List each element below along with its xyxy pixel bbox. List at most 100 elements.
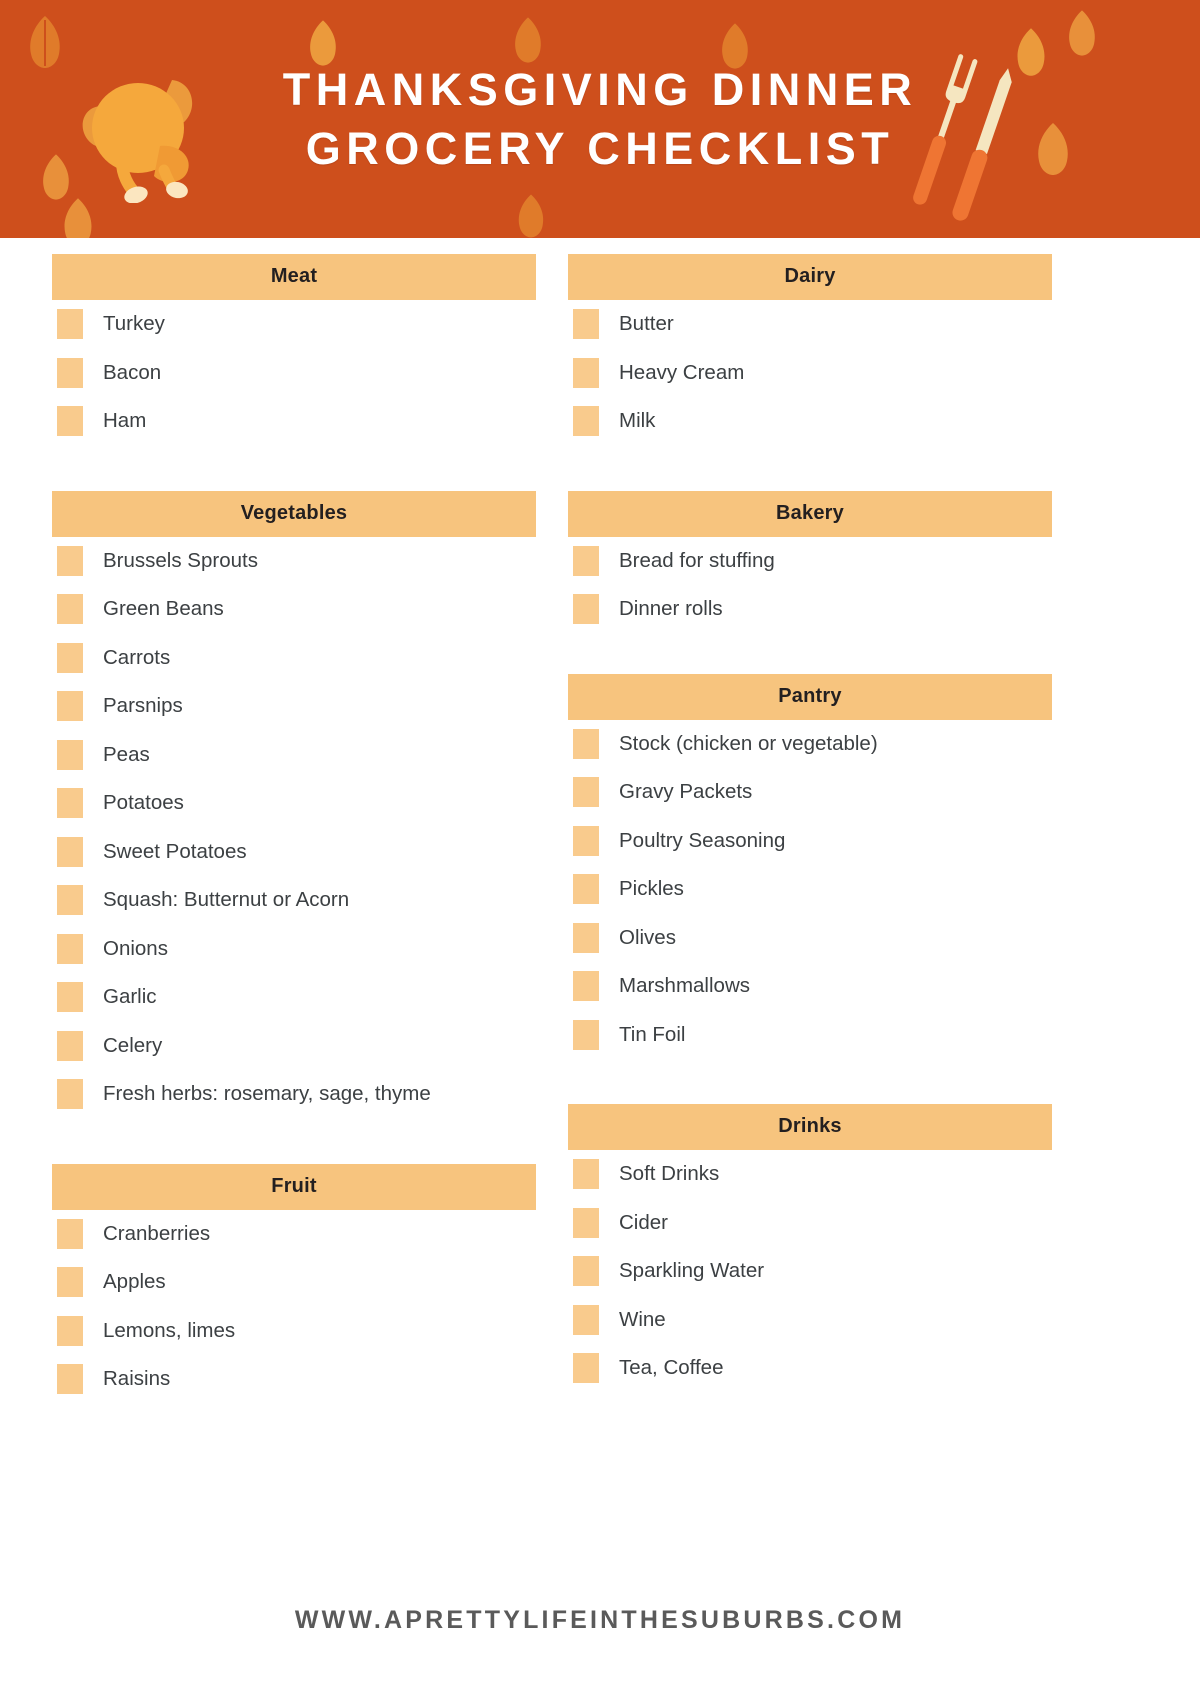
list-item[interactable]: Sweet Potatoes — [52, 828, 536, 877]
list-item[interactable]: Cranberries — [52, 1210, 536, 1259]
list-item[interactable]: Ham — [52, 397, 536, 446]
checkbox[interactable] — [57, 933, 83, 964]
list-item[interactable]: Apples — [52, 1258, 536, 1307]
checkbox[interactable] — [573, 1304, 599, 1335]
list-item[interactable]: Sparkling Water — [568, 1247, 1052, 1296]
leaf-icon — [1069, 10, 1095, 56]
checkbox[interactable] — [57, 594, 83, 625]
list-item-label: Potatoes — [103, 791, 184, 815]
list-item[interactable]: Peas — [52, 731, 536, 780]
checkbox[interactable] — [57, 836, 83, 867]
list-item[interactable]: Olives — [568, 914, 1052, 963]
list-item[interactable]: Brussels Sprouts — [52, 537, 536, 586]
leaf-icon — [1017, 28, 1045, 76]
category-list-pantry: Stock (chicken or vegetable) Gravy Packe… — [568, 720, 1052, 1060]
checkbox[interactable] — [573, 545, 599, 576]
checkbox[interactable] — [57, 1315, 83, 1346]
list-item[interactable]: Bacon — [52, 349, 536, 398]
footer-website[interactable]: WWW.APRETTYLIFEINTHESUBURBS.COM — [294, 1606, 906, 1634]
leaf-icon — [518, 194, 544, 238]
page-title-line-2: GROCERY CHECKLIST — [305, 123, 895, 174]
checkbox[interactable] — [57, 1030, 83, 1061]
banner-title-group: THANKSGIVING DINNER GROCERY CHECKLIST — [0, 0, 1200, 238]
checkbox[interactable] — [573, 1207, 599, 1238]
checkbox[interactable] — [573, 1159, 599, 1190]
category-header-bakery: Bakery — [568, 490, 1052, 537]
list-item[interactable]: Heavy Cream — [568, 349, 1052, 398]
list-item-label: Apples — [103, 1270, 166, 1294]
list-item[interactable]: Cider — [568, 1199, 1052, 1248]
list-item-label: Olives — [619, 925, 676, 949]
list-item-label: Carrots — [103, 645, 171, 669]
list-item-label: Raisins — [103, 1367, 171, 1391]
checkbox[interactable] — [57, 982, 83, 1013]
category-list-meat: Turkey Bacon Ham — [52, 300, 536, 446]
list-item[interactable]: Garlic — [52, 973, 536, 1022]
checkbox[interactable] — [573, 1019, 599, 1050]
checkbox[interactable] — [57, 1079, 83, 1110]
list-item[interactable]: Raisins — [52, 1355, 536, 1404]
checkbox[interactable] — [573, 357, 599, 388]
list-item[interactable]: Poultry Seasoning — [568, 817, 1052, 866]
checkbox[interactable] — [573, 971, 599, 1002]
list-item[interactable]: Fresh herbs: rosemary, sage, thyme — [52, 1070, 536, 1119]
category-list-vegetables: Brussels Sprouts Green Beans Carrots Par… — [52, 537, 536, 1119]
list-item-label: Butter — [619, 312, 674, 336]
checkbox[interactable] — [57, 642, 83, 673]
list-item[interactable]: Onions — [52, 925, 536, 974]
checkbox[interactable] — [57, 309, 83, 340]
list-item-label: Heavy Cream — [619, 360, 745, 384]
checkbox[interactable] — [573, 594, 599, 625]
checkbox[interactable] — [573, 922, 599, 953]
list-item[interactable]: Pickles — [568, 865, 1052, 914]
list-item[interactable]: Potatoes — [52, 779, 536, 828]
list-item-label: Lemons, limes — [103, 1318, 236, 1342]
list-item[interactable]: Green Beans — [52, 585, 536, 634]
list-item[interactable]: Celery — [52, 1022, 536, 1071]
list-item[interactable]: Parsnips — [52, 682, 536, 731]
list-item-label: Green Beans — [103, 597, 224, 621]
list-item[interactable]: Wine — [568, 1296, 1052, 1345]
list-item[interactable]: Lemons, limes — [52, 1307, 536, 1356]
list-item[interactable]: Butter — [568, 300, 1052, 349]
list-item-label: Brussels Sprouts — [103, 548, 258, 572]
checkbox[interactable] — [573, 874, 599, 905]
list-item[interactable]: Soft Drinks — [568, 1150, 1052, 1199]
list-item[interactable]: Turkey — [52, 300, 536, 349]
checkbox[interactable] — [57, 691, 83, 722]
checkbox[interactable] — [57, 788, 83, 819]
checkbox[interactable] — [573, 309, 599, 340]
checkbox[interactable] — [57, 1364, 83, 1395]
checkbox[interactable] — [57, 885, 83, 916]
checkbox[interactable] — [573, 1353, 599, 1384]
list-item[interactable]: Squash: Butternut or Acorn — [52, 876, 536, 925]
checkbox[interactable] — [573, 1256, 599, 1287]
list-item-label: Pickles — [619, 877, 684, 901]
list-item[interactable]: Marshmallows — [568, 962, 1052, 1011]
list-item[interactable]: Bread for stuffing — [568, 537, 1052, 586]
checkbox[interactable] — [57, 1218, 83, 1249]
list-item-label: Squash: Butternut or Acorn — [103, 888, 350, 912]
list-item-label: Soft Drinks — [619, 1162, 720, 1186]
list-item[interactable]: Gravy Packets — [568, 768, 1052, 817]
checkbox[interactable] — [57, 545, 83, 576]
list-item-label: Gravy Packets — [619, 780, 753, 804]
category-list-fruit: Cranberries Apples Lemons, limes Raisins — [52, 1210, 536, 1404]
checkbox[interactable] — [57, 1267, 83, 1298]
checklist-sheet: Meat Turkey Bacon Ham Vegetables — [0, 238, 1200, 1404]
list-item[interactable]: Dinner rolls — [568, 585, 1052, 634]
list-item-label: Milk — [619, 409, 656, 433]
checkbox[interactable] — [573, 406, 599, 437]
checkbox[interactable] — [573, 825, 599, 856]
list-item[interactable]: Stock (chicken or vegetable) — [568, 720, 1052, 769]
checkbox[interactable] — [57, 406, 83, 437]
checkbox[interactable] — [573, 728, 599, 759]
list-item[interactable]: Tea, Coffee — [568, 1344, 1052, 1393]
checkbox[interactable] — [57, 739, 83, 770]
checkbox[interactable] — [573, 777, 599, 808]
list-item[interactable]: Carrots — [52, 634, 536, 683]
list-item[interactable]: Milk — [568, 397, 1052, 446]
checkbox[interactable] — [57, 357, 83, 388]
section-spacer — [52, 446, 536, 491]
list-item[interactable]: Tin Foil — [568, 1011, 1052, 1060]
